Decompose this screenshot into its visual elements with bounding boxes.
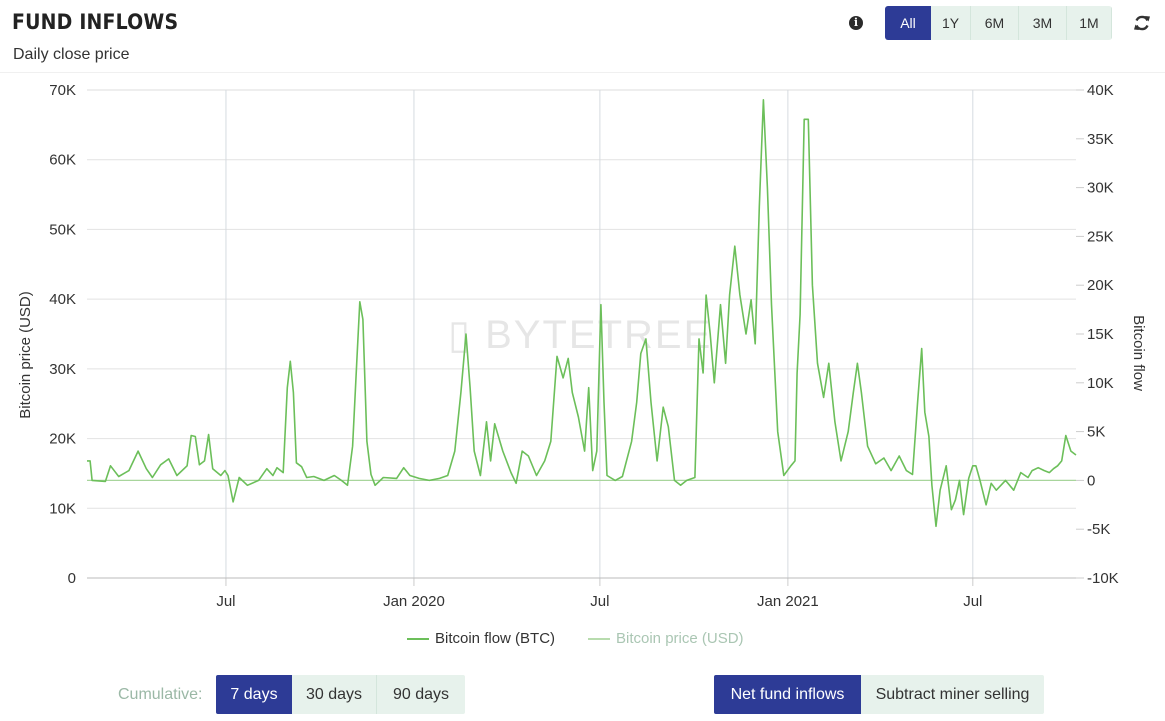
- legend-flow-label: Bitcoin flow (BTC): [435, 630, 556, 647]
- cumulative-90-days-button[interactable]: 90 days: [392, 686, 450, 703]
- info-icon[interactable]: i: [849, 16, 863, 30]
- cumulative-label: Cumulative:: [118, 686, 203, 703]
- net-fund-inflows-button[interactable]: Net fund inflows: [714, 675, 861, 714]
- cumulative-30-days-button[interactable]: 30 days: [292, 675, 377, 714]
- range-3m-button[interactable]: 3M: [1019, 6, 1067, 40]
- y-left-tick-label: 20K: [49, 431, 76, 448]
- y-right-tick-label: 35K: [1087, 131, 1114, 148]
- y-left-tick-label: 70K: [49, 82, 76, 99]
- range-1m-button[interactable]: 1M: [1067, 6, 1112, 40]
- y-right-tick-label: -10K: [1087, 570, 1119, 587]
- y-left-tick-label: 0: [68, 570, 76, 587]
- bitcoin-flow-line: [87, 99, 1077, 528]
- x-tick-label: Jul: [216, 593, 235, 610]
- range-all-button[interactable]: All: [885, 6, 931, 40]
- legend-flow[interactable]: Bitcoin flow (BTC): [407, 630, 555, 647]
- chart-title: FUND INFLOWS: [12, 10, 179, 34]
- y-right-tick-label: 20K: [1087, 277, 1114, 294]
- y-right-tick-label: 0: [1087, 472, 1095, 489]
- y-left-tick-label: 30K: [49, 361, 76, 378]
- y-left-tick-label: 10K: [49, 500, 76, 517]
- y-right-axis-title: Bitcoin flow: [1130, 315, 1147, 391]
- y-left-axis-title: Bitcoin price (USD): [17, 291, 34, 419]
- y-right-tick-label: 40K: [1087, 82, 1114, 99]
- chart-subtitle: Daily close price: [13, 46, 130, 63]
- y-right-tick-label: 30K: [1087, 180, 1114, 197]
- cumulative-selector: 7 days 30 days 90 days: [216, 675, 465, 714]
- x-tick-label: Jul: [963, 593, 982, 610]
- range-1y-button[interactable]: 1Y: [931, 6, 971, 40]
- y-right-tick-label: 10K: [1087, 375, 1114, 392]
- header-divider: [0, 72, 1165, 73]
- x-tick-label: Jan 2020: [383, 593, 445, 610]
- legend-flow-swatch: [407, 637, 429, 640]
- y-right-tick-label: 15K: [1087, 326, 1114, 343]
- y-left-tick-label: 60K: [49, 152, 76, 169]
- x-tick-label: Jan 2021: [757, 593, 819, 610]
- x-tick-label: Jul: [590, 593, 609, 610]
- cumulative-7-days-button[interactable]: 7 days: [216, 675, 292, 714]
- mode-selector: Net fund inflows Subtract miner selling: [714, 675, 1044, 714]
- y-right-tick-label: 5K: [1087, 424, 1105, 441]
- watermark: ▯ BYTETREE: [448, 313, 713, 357]
- subtract-miner-selling-button[interactable]: Subtract miner selling: [875, 686, 1030, 703]
- y-left-tick-label: 40K: [49, 291, 76, 308]
- refresh-icon[interactable]: [1132, 13, 1152, 33]
- y-left-tick-label: 50K: [49, 221, 76, 238]
- legend-price-label: Bitcoin price (USD): [616, 630, 744, 647]
- legend-price[interactable]: Bitcoin price (USD): [588, 630, 744, 647]
- legend-price-swatch: [588, 637, 610, 640]
- chart-canvas: 0 10K 20K 30K 40K 50K 60K 70K -10K -5K 0 5K 10K 15K 20…: [17, 82, 1147, 610]
- time-range-selector: All 1Y 6M 3M 1M: [885, 6, 1112, 40]
- y-right-tick-label: -5K: [1087, 521, 1110, 538]
- range-6m-button[interactable]: 6M: [971, 6, 1019, 40]
- y-right-tick-label: 25K: [1087, 228, 1114, 245]
